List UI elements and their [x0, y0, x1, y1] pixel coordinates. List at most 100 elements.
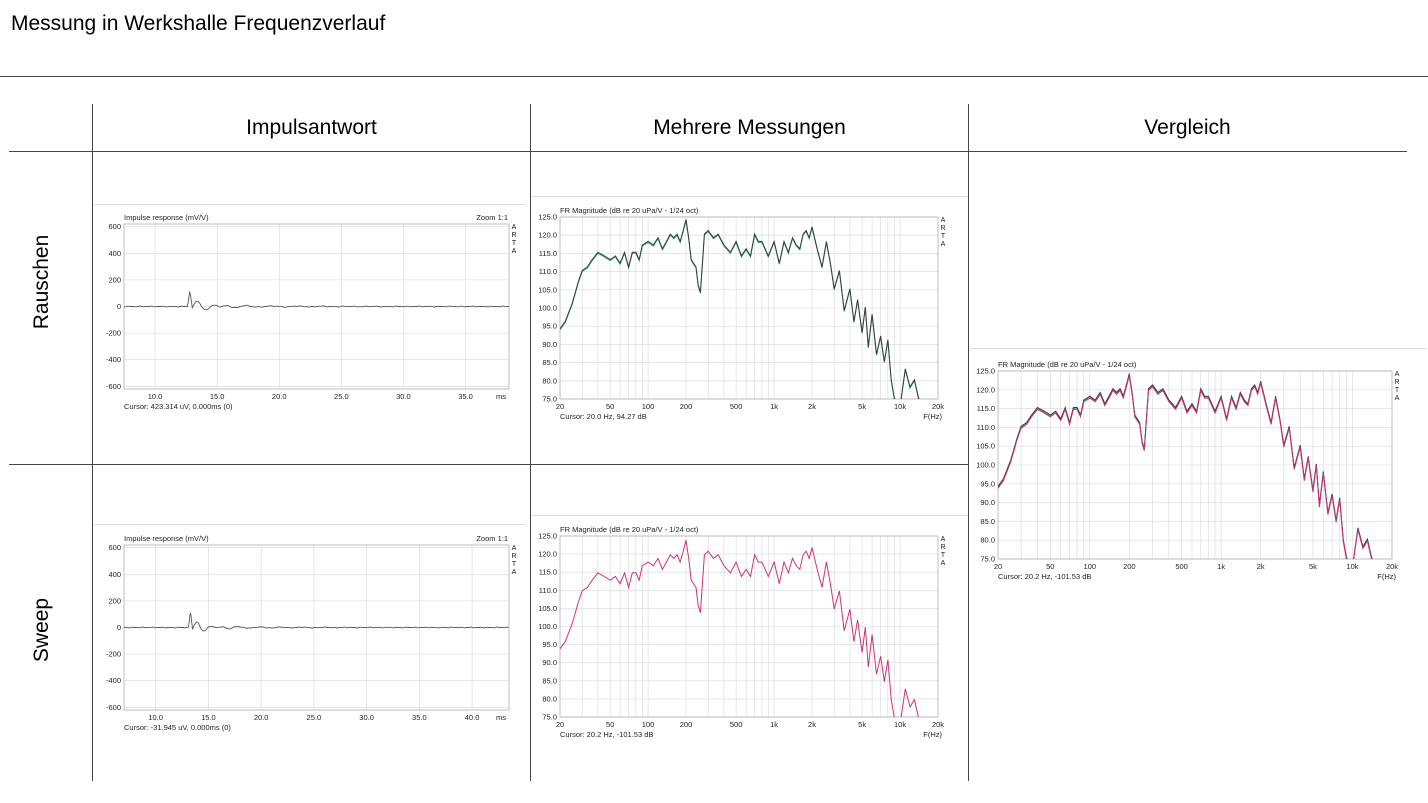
impulse-response-rauschen-chart: 10.0 15.0 20.0 25.0 30.0 35.0 600 400 200 0 -200 -4…	[94, 204, 526, 417]
cursor-readout: Cursor: -31.945 uV, 0.000ms (0)	[124, 723, 231, 732]
plot-frame	[997, 370, 1393, 560]
arta-letter: T	[1394, 387, 1400, 394]
x-tick-label: 35.0	[458, 392, 473, 401]
plot-frame	[559, 216, 939, 400]
arta-letter: A	[511, 224, 517, 231]
zoom-label: Zoom 1:1	[476, 534, 508, 543]
x-tick-label: 10.0	[148, 392, 163, 401]
impulse-trace	[123, 290, 509, 311]
y-tick-label: 120.0	[538, 550, 557, 559]
y-tick-label: 75.0	[542, 395, 557, 404]
cursor-readout: Cursor: 423.314 uV, 0.000ms (0)	[124, 402, 233, 411]
x-tick-label: 30.0	[396, 392, 411, 401]
y-tick-label: 110.0	[539, 267, 557, 276]
y-tick-label: 85.0	[980, 517, 995, 526]
y-tick-label: 80.0	[542, 694, 557, 703]
x-axis-label: F(Hz)	[923, 730, 942, 739]
y-tick-label: -400	[106, 676, 121, 685]
arta-letter: T	[511, 240, 517, 247]
y-tick-label: 105.0	[538, 285, 557, 294]
arta-letter: T	[940, 233, 946, 240]
x-tick-label: 30.0	[359, 713, 374, 722]
y-tick-label: 125.0	[538, 213, 557, 222]
x-tick-label: 20	[556, 402, 564, 411]
arta-letter: A	[511, 545, 517, 552]
y-tick-label: 90.0	[542, 340, 557, 349]
impulse-response-sweep-chart: 10.0 15.0 20.0 25.0 30.0 35.0 40.0 600 400 200 0 -2…	[94, 524, 526, 737]
x-tick-label: 100	[642, 402, 655, 411]
arta-letter: R	[940, 225, 946, 232]
col-header-impulsantwort: Impulsantwort	[246, 116, 377, 139]
x-tick-label: 20.0	[272, 392, 287, 401]
x-tick-label: 20k	[1386, 562, 1398, 571]
y-tick-label: 105.0	[976, 442, 995, 451]
impulse-trace	[124, 612, 510, 632]
x-tick-label: 50	[606, 402, 614, 411]
y-tick-label: -200	[106, 650, 121, 659]
x-tick-label: 35.0	[412, 713, 427, 722]
x-tick-label: 2k	[808, 720, 816, 729]
pink-trace	[998, 375, 1373, 559]
title-divider	[0, 76, 1428, 77]
y-tick-label: 80.0	[980, 536, 995, 545]
row-header-rauschen: Rauschen	[30, 234, 53, 330]
x-axis-label: ms	[496, 392, 506, 401]
arta-letter: T	[940, 552, 946, 559]
ir_rauschen-svg: 10.0 15.0 20.0 25.0 30.0 35.0 600 400 200 0 -200 -4…	[106, 222, 510, 401]
x-tick-label: 50	[606, 720, 614, 729]
fr-magnitude-rauschen-chart: 20 50 100 200 500 1k 2k 5k 10k 20k 125.0 120.0 115.0…	[532, 196, 968, 423]
y-tick-label: 125.0	[538, 532, 557, 541]
arta-letter: A	[511, 569, 517, 576]
x-tick-label: 1k	[770, 402, 778, 411]
x-tick-label: 200	[680, 402, 693, 411]
fr_rauschen-svg: 20 50 100 200 500 1k 2k 5k 10k 20k 125.0 120.0 115.0…	[538, 213, 944, 422]
dark-trace	[998, 373, 1373, 559]
y-tick-label: 115.0	[539, 568, 557, 577]
col-divider-2	[530, 104, 531, 781]
green-trace	[998, 374, 1373, 559]
row-divider	[9, 464, 969, 465]
y-tick-label: -600	[106, 703, 121, 712]
arta-letter: R	[511, 553, 517, 560]
x-tick-label: 20k	[932, 720, 944, 729]
dark-trace	[560, 219, 920, 399]
x-tick-label: 100	[642, 720, 655, 729]
col-header-mehrere-messungen: Mehrere Messungen	[653, 116, 846, 139]
x-axis-label: F(Hz)	[1377, 572, 1396, 581]
x-tick-label: 10k	[1346, 562, 1358, 571]
chart-title: Impulse response (mV/V)	[124, 213, 209, 222]
y-tick-label: 95.0	[542, 322, 557, 331]
y-tick-label: 125.0	[976, 367, 995, 376]
y-tick-label: 105.0	[538, 604, 557, 613]
x-tick-label: 20.0	[254, 713, 269, 722]
chart-title: FR Magnitude (dB re 20 uPa/V - 1/24 oct)	[560, 206, 699, 215]
x-tick-label: 40.0	[465, 713, 480, 722]
x-axis-label: ms	[496, 713, 506, 722]
x-tick-label: 2k	[808, 402, 816, 411]
y-tick-label: 600	[108, 222, 121, 231]
y-tick-label: -200	[106, 329, 121, 338]
y-tick-label: 600	[108, 543, 121, 552]
zoom-label: Zoom 1:1	[476, 213, 508, 222]
col-header-vergleich: Vergleich	[1144, 116, 1231, 139]
x-tick-label: 25.0	[334, 392, 349, 401]
x-tick-label: 100	[1084, 562, 1097, 571]
green-trace	[560, 220, 920, 399]
cursor-readout: Cursor: 20.2 Hz, -101.53 dB	[998, 572, 1092, 581]
cursor-readout: Cursor: 20.0 Hz, 94.27 dB	[560, 412, 647, 421]
x-tick-label: 5k	[858, 720, 866, 729]
y-tick-label: 110.0	[539, 586, 557, 595]
arta-letter: R	[1394, 379, 1400, 386]
x-tick-label: 200	[1123, 562, 1136, 571]
y-tick-label: 100.0	[538, 304, 557, 313]
y-tick-label: 400	[108, 249, 121, 258]
arta-letter: A	[940, 536, 946, 543]
y-tick-label: 75.0	[542, 713, 557, 722]
y-tick-label: 120.0	[538, 231, 557, 240]
x-tick-label: 20	[994, 562, 1002, 571]
